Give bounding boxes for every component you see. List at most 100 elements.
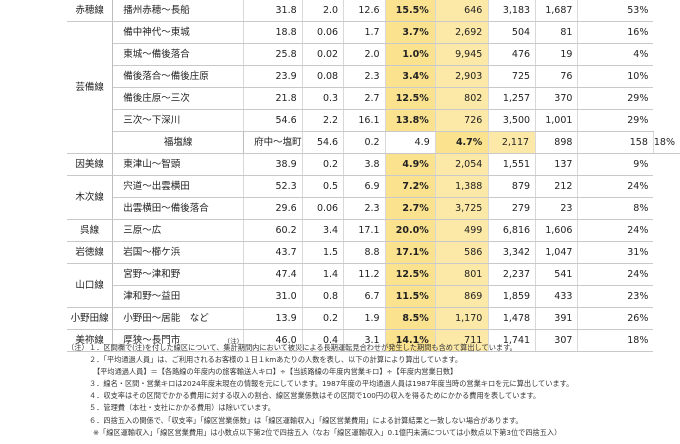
value-cell-c5: 1,388 bbox=[434, 175, 489, 198]
line-name-cell: 小野田線 bbox=[67, 307, 114, 330]
value-cell-c8: 10% bbox=[577, 65, 654, 88]
footnote-text: ２．「平均通過人員」は、ご利用されるお客様の１日１kmあたりの人数を表し、以下の… bbox=[89, 355, 463, 365]
value-cell-c8: 31% bbox=[577, 241, 654, 264]
table-row: 三次～下深川 54.6 2.2 16.1 13.8% 726 3,500 1,001 29% bbox=[67, 109, 680, 132]
value-cell-c2: 0.2 bbox=[301, 307, 344, 330]
footnote-text: 【平均通過人員】＝【各路線の年度内の旅客輸送人キロ】÷【当該路線の年度内営業キロ… bbox=[93, 367, 458, 377]
section-cell: 備後庄原～三次 bbox=[112, 87, 244, 110]
line-name-cell: 呉線 bbox=[67, 219, 114, 242]
value-cell-c1: 43.7 bbox=[243, 241, 303, 264]
value-cell-c2: 1.5 bbox=[301, 241, 344, 264]
value-cell-c8: 16% bbox=[577, 21, 654, 44]
value-cell-c5: 2,692 bbox=[434, 21, 489, 44]
value-cell-c8: 53% bbox=[577, 0, 654, 22]
section-name: 三原～広 bbox=[123, 225, 162, 236]
value-cell-c1: 23.9 bbox=[243, 65, 303, 88]
section-cell: 三原～広 bbox=[112, 219, 244, 242]
table-row: 出雲横田～備後落合 29.6 0.06 2.3 2.7% 3,725 279 23 8% bbox=[67, 197, 680, 220]
value-cell-c5: 726 bbox=[434, 109, 489, 132]
value-cell-c1: 38.9 bbox=[243, 153, 303, 176]
line-name-cell: 山口線 bbox=[67, 263, 114, 308]
value-cell-c8: 18% bbox=[652, 131, 680, 154]
value-cell-rate: 4.9% bbox=[384, 153, 436, 176]
value-cell-c2: 2.2 bbox=[301, 109, 344, 132]
section-name: 東津山～智頭 bbox=[123, 159, 181, 170]
value-cell-c7: 391 bbox=[535, 307, 578, 330]
value-cell-c3: 1.9 bbox=[343, 307, 386, 330]
section-cell: 宮野～津和野 bbox=[112, 263, 244, 286]
value-cell-rate: 15.5% bbox=[384, 0, 436, 22]
table-row: 赤穂線 播州赤穂～長船 31.8 2.0 12.6 15.5% 646 3,183 1,687 5… bbox=[67, 0, 680, 22]
value-cell-c7: 433 bbox=[535, 285, 578, 308]
section-cell: 播州赤穂～長船 bbox=[112, 0, 244, 22]
value-cell-rate: 13.8% bbox=[384, 109, 436, 132]
value-cell-c1: 25.8 bbox=[243, 43, 303, 66]
value-cell-c8: 9% bbox=[577, 153, 654, 176]
value-cell-rate: 12.5% bbox=[384, 87, 436, 110]
value-cell-c7: 212 bbox=[535, 175, 578, 198]
value-cell-c8: 24% bbox=[577, 263, 654, 286]
value-cell-c2: 1.4 bbox=[301, 263, 344, 286]
value-cell-c6: 725 bbox=[488, 65, 536, 88]
table-body: 赤穂線 播州赤穂～長船 31.8 2.0 12.6 15.5% 646 3,183 1,687 5… bbox=[67, 0, 680, 352]
section-cell: 岩国～櫛ケ浜 bbox=[112, 241, 244, 264]
value-cell-rate: 2.7% bbox=[384, 197, 436, 220]
value-cell-c8: 24% bbox=[577, 175, 654, 198]
value-cell-c7: 81 bbox=[535, 21, 578, 44]
footnote-line: ２．「平均通過人員」は、ご利用されるお客様の１日１kmあたりの人数を表し、以下の… bbox=[67, 354, 667, 366]
value-cell-c1: 31.0 bbox=[243, 285, 303, 308]
value-cell-c3: 3.8 bbox=[343, 153, 386, 176]
value-cell-c1: 54.6 bbox=[301, 131, 344, 154]
footnote-text: １．区間欄で(注)を付した線区について、集計期間内において被災による長期運転見合… bbox=[89, 343, 517, 352]
table-row: 東城～備後落合 25.8 0.02 2.0 1.0% 9,945 476 19 4% bbox=[67, 43, 680, 66]
value-cell-rate: 17.1% bbox=[384, 241, 436, 264]
value-cell-c7: 370 bbox=[535, 87, 578, 110]
value-cell-c1: 18.8 bbox=[243, 21, 303, 44]
section-name: 厚狭～長門市 bbox=[123, 335, 181, 346]
value-cell-c7: 1,047 bbox=[535, 241, 578, 264]
footnote-line: ４．収支率はその区間でかかる費用に対する収入の割合、線区営業係数はその区間で10… bbox=[67, 390, 667, 402]
value-cell-c7: 76 bbox=[535, 65, 578, 88]
line-name-cell: 赤穂線 bbox=[67, 0, 114, 22]
value-cell-c8: 29% bbox=[577, 87, 654, 110]
value-cell-c6: 1,859 bbox=[488, 285, 536, 308]
value-cell-c6: 3,342 bbox=[488, 241, 536, 264]
section-cell: 東城～備後落合 bbox=[112, 43, 244, 66]
section-cell: 小野田～居能 など bbox=[112, 307, 244, 330]
value-cell-c6: 3,500 bbox=[488, 109, 536, 132]
section-note-mark: (注) bbox=[227, 337, 240, 345]
line-name-cell: 芸備線 bbox=[67, 21, 114, 154]
value-cell-c6: 1,551 bbox=[488, 153, 536, 176]
value-cell-c2: 2.0 bbox=[301, 0, 344, 22]
value-cell-c5: 2,054 bbox=[434, 153, 489, 176]
value-cell-c7: 19 bbox=[535, 43, 578, 66]
table-row: 備後落合～備後庄原 23.9 0.08 2.3 3.4% 2,903 725 76 10% bbox=[67, 65, 680, 88]
section-cell: 府中～塩町 bbox=[243, 131, 303, 154]
value-cell-c3: 12.6 bbox=[343, 0, 386, 22]
section-cell: 出雲横田～備後落合 bbox=[112, 197, 244, 220]
value-cell-c8: 4% bbox=[577, 43, 654, 66]
value-cell-c6: 1,478 bbox=[488, 307, 536, 330]
value-cell-rate: 4.7% bbox=[434, 131, 489, 154]
footnote-text: ６．四捨五入の関係で、「収支率」「線区営業係数」は「線区運輸収入」「線区営業費用… bbox=[89, 415, 523, 425]
value-cell-c8: 29% bbox=[577, 109, 654, 132]
value-cell-c7: 1,001 bbox=[535, 109, 578, 132]
value-cell-c1: 21.8 bbox=[243, 87, 303, 110]
table-row: 因美線 東津山～智頭 38.9 0.2 3.8 4.9% 2,054 1,551 137 9% bbox=[67, 153, 680, 176]
value-cell-c2: 0.2 bbox=[301, 153, 344, 176]
section-name: 宍道～出雲横田 bbox=[123, 181, 190, 192]
footnote-line: 【平均通過人員】＝【各路線の年度内の旅客輸送人キロ】÷【当該路線の年度内営業キロ… bbox=[67, 366, 667, 378]
value-cell-c6: 2,237 bbox=[488, 263, 536, 286]
section-name: 備中神代～東城 bbox=[123, 27, 190, 38]
value-cell-c1: 46.0 bbox=[243, 329, 303, 352]
table-row: 備後庄原～三次 21.8 0.3 2.7 12.5% 802 1,257 370 29% bbox=[67, 87, 680, 110]
value-cell-c2: 0.02 bbox=[301, 43, 344, 66]
section-cell: 備後落合～備後庄原 bbox=[112, 65, 244, 88]
section-name: 出雲横田～備後落合 bbox=[123, 203, 209, 214]
value-cell-rate: 14.1% bbox=[384, 329, 436, 352]
value-cell-c2: 3.4 bbox=[301, 219, 344, 242]
value-cell-c3: 2.3 bbox=[343, 197, 386, 220]
value-cell-rate: 20.0% bbox=[384, 219, 436, 242]
value-cell-c3: 2.0 bbox=[343, 43, 386, 66]
footnote-text: ５．管理費（本社・支社にかかる費用）は除いています。 bbox=[89, 403, 275, 413]
